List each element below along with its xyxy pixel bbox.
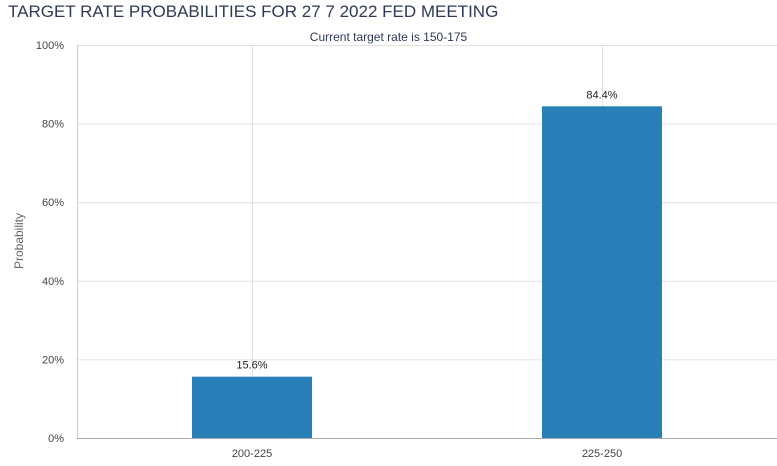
- y-tick-label: 40%: [42, 276, 64, 288]
- x-tick-label: 225-250: [582, 448, 622, 460]
- x-axis-ticks: 200-225 225-250: [232, 448, 622, 460]
- bar: [542, 106, 662, 439]
- chart-subtitle: Current target rate is 150-175: [309, 30, 468, 44]
- x-tick-label: 200-225: [232, 448, 272, 460]
- y-axis-ticks: 0% 20% 40% 60% 80% 100%: [36, 40, 64, 445]
- y-tick-label: 100%: [36, 40, 64, 52]
- y-tick-label: 60%: [42, 197, 64, 209]
- bars: 15.6% 84.4%: [192, 89, 662, 439]
- bar-data-label: 84.4%: [586, 89, 617, 101]
- bar-data-label: 15.6%: [236, 360, 267, 372]
- chart-title: TARGET RATE PROBABILITIES FOR 27 7 2022 …: [8, 2, 499, 21]
- y-tick-label: 80%: [42, 119, 64, 131]
- bar: [192, 376, 312, 438]
- y-tick-label: 20%: [42, 354, 64, 366]
- y-tick-label: 0%: [48, 433, 64, 445]
- y-axis-label: Probability: [12, 213, 26, 269]
- grid-lines: [77, 45, 777, 439]
